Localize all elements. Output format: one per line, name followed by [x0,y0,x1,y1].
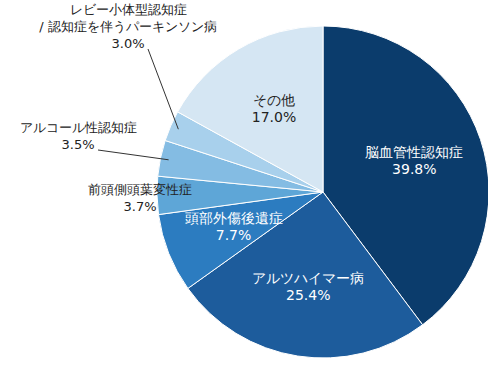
svg-text:3.7%: 3.7% [123,199,156,214]
svg-text:39.8%: 39.8% [392,161,436,177]
svg-text:17.0%: 17.0% [252,109,296,125]
svg-text:レビー小体型認知症: レビー小体型認知症 [70,2,187,17]
svg-text:アルコール性認知症: アルコール性認知症 [20,120,137,135]
svg-text:/ 認知症を伴うパーキンソン病: / 認知症を伴うパーキンソン病 [39,19,217,34]
svg-text:アルツハイマー病: アルツハイマー病 [252,270,364,286]
svg-text:その他: その他 [253,92,295,108]
svg-text:脳血管性認知症: 脳血管性認知症 [365,144,463,160]
svg-text:7.7%: 7.7% [216,227,252,243]
svg-text:25.4%: 25.4% [286,287,330,303]
svg-text:前頭側頭葉変性症: 前頭側頭葉変性症 [88,182,192,197]
svg-text:3.5%: 3.5% [61,137,94,152]
svg-text:3.0%: 3.0% [111,36,144,51]
svg-text:頭部外傷後遺症: 頭部外傷後遺症 [185,210,283,226]
